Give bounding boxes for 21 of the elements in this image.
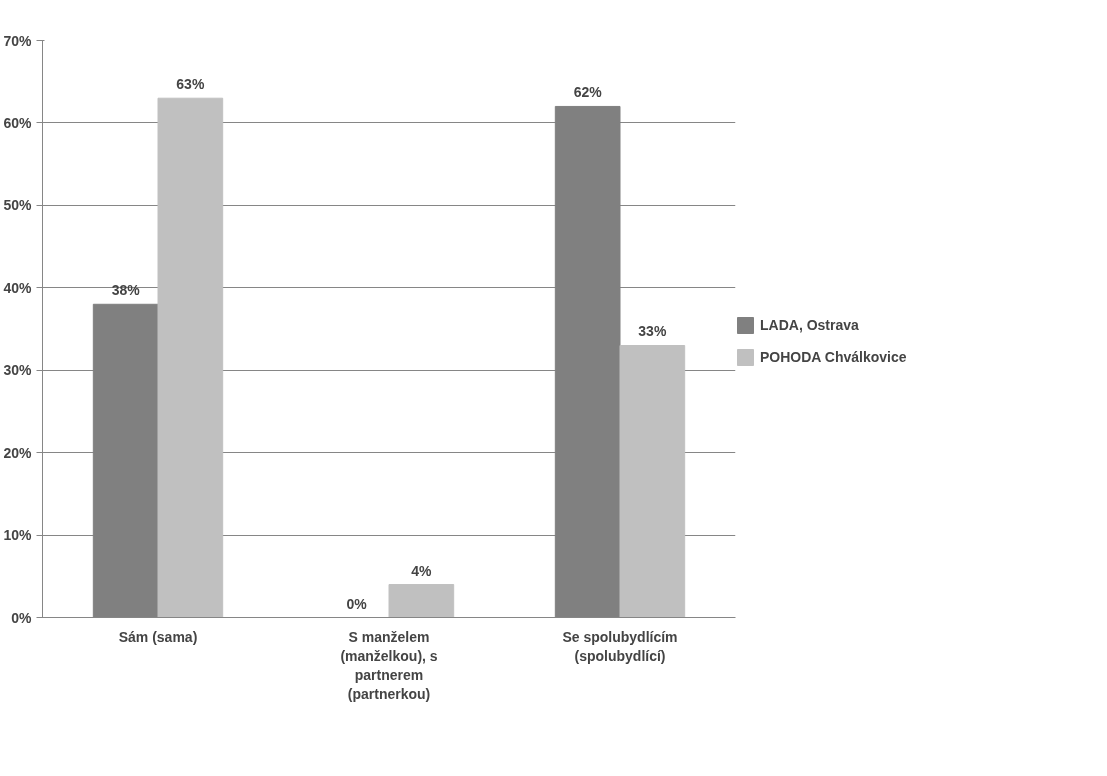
x-tick-label: Se spolubydlícím (spolubydlící): [562, 628, 678, 664]
y-tick-label: 50%: [3, 197, 33, 214]
x-tick-label: S manželem (manželkou), s partnerem (partnerkou): [340, 628, 438, 703]
bar: [619, 344, 686, 618]
x-tick-label: Sám (sama): [118, 628, 198, 645]
bar: [388, 584, 455, 618]
y-tick-label: 0%: [11, 609, 33, 626]
data-label: 0%: [346, 595, 368, 612]
legend-label: LADA, Ostrava: [760, 317, 859, 333]
legend-label: POHODA Chválkovice: [760, 349, 907, 365]
y-tick-label: 40%: [3, 279, 33, 296]
data-label: 63%: [176, 76, 205, 93]
data-label: 33%: [638, 323, 667, 340]
bar: [157, 97, 224, 618]
y-tick-label: 10%: [3, 527, 33, 544]
y-tick-label: 30%: [3, 362, 33, 379]
y-tick-label: 20%: [3, 444, 33, 461]
data-label: 4%: [411, 562, 433, 579]
data-label: 62%: [573, 84, 603, 101]
y-tick-label: 60%: [3, 114, 33, 131]
y-tick-label: 70%: [3, 32, 33, 49]
